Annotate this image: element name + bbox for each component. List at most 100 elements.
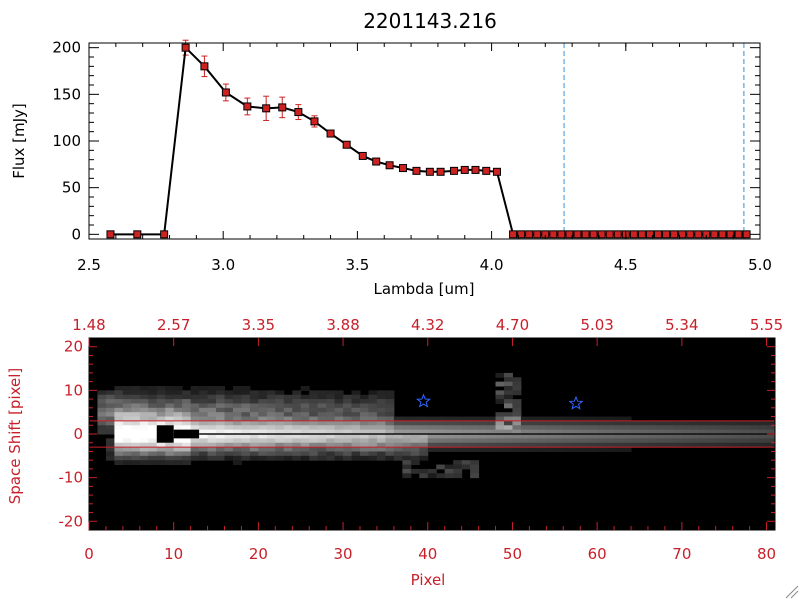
spectrum-ticks: 2.5 3.0 3.5 4.0 4.5 5.0 0 50 100 150 200 — [52, 39, 772, 274]
flux-point — [613, 230, 622, 239]
wavelength-tick-label: 4.32 — [411, 316, 444, 334]
heatmap-y-tick-label: 20 — [64, 338, 83, 356]
y-tick-label: 100 — [52, 132, 81, 150]
flux-point — [243, 102, 252, 111]
flux-point — [605, 230, 614, 239]
flux-point — [471, 165, 480, 174]
flux-point — [278, 103, 287, 112]
y-tick-label: 150 — [52, 85, 81, 103]
flux-point — [589, 230, 598, 239]
x-tick-label: 5.0 — [748, 256, 772, 274]
spectrum-plot-area — [106, 39, 751, 239]
heatmap-x-tick-label: 80 — [757, 545, 776, 563]
heatmap-x-tick-label: 50 — [503, 545, 522, 563]
star-marker-icon — [568, 395, 584, 410]
flux-point — [106, 230, 115, 239]
flux-point — [734, 230, 743, 239]
resize-grip-icon[interactable] — [785, 585, 799, 599]
wavelength-tick-label: 5.55 — [750, 316, 783, 334]
flux-point — [718, 230, 727, 239]
flux-point — [742, 230, 751, 239]
flux-point — [686, 230, 695, 239]
flux-point — [310, 117, 319, 126]
y-tick-label: 50 — [62, 179, 81, 197]
heatmap-y-tick-label: -10 — [59, 469, 84, 487]
spectrum-y-axis-label: Flux [mJy] — [10, 103, 28, 179]
y-tick-label: 200 — [52, 39, 81, 57]
flux-point — [358, 151, 367, 160]
flux-point — [492, 167, 501, 176]
heatmap-x-tick-label: 60 — [588, 545, 607, 563]
heatmap-x-tick-label: 10 — [164, 545, 183, 563]
x-tick-label: 3.5 — [345, 256, 369, 274]
flux-point — [450, 166, 459, 175]
wavelength-tick-label: 5.03 — [580, 316, 613, 334]
wavelength-tick-label: 3.35 — [242, 316, 275, 334]
flux-point — [460, 165, 469, 174]
x-tick-label: 3.0 — [211, 256, 235, 274]
y-tick-label: 0 — [71, 225, 81, 243]
wavelength-tick-label: 5.34 — [665, 316, 698, 334]
flux-point — [294, 108, 303, 117]
flux-point — [342, 140, 351, 149]
flux-point — [221, 88, 230, 97]
flux-point — [549, 230, 558, 239]
wavelength-tick-label: 4.70 — [496, 316, 529, 334]
heatmap-x-tick-label: 30 — [334, 545, 353, 563]
wavelength-tick-label: 1.48 — [72, 316, 105, 334]
heatmap-x-tick-label: 0 — [84, 545, 94, 563]
chart-title: 2201143.216 — [363, 9, 497, 33]
flux-point — [372, 157, 381, 166]
flux-point — [557, 230, 566, 239]
flux-point — [181, 43, 190, 52]
flux-point — [597, 230, 606, 239]
flux-point — [385, 161, 394, 170]
heatmap-y-tick-label: 0 — [73, 425, 83, 443]
flux-series-line — [110, 45, 747, 236]
heatmap-x-tick-label: 20 — [249, 545, 268, 563]
wavelength-tick-label: 2.57 — [157, 316, 190, 334]
heatmap-x-tick-label: 40 — [418, 545, 437, 563]
flux-point — [573, 230, 582, 239]
flux-point — [565, 230, 574, 239]
flux-point — [412, 166, 421, 175]
flux-point — [645, 230, 654, 239]
heatmap-y-axis-label: Space Shift [pixel] — [6, 368, 24, 505]
flux-point — [482, 166, 491, 175]
spectral-image-heatmap — [89, 338, 776, 530]
flux-point — [200, 62, 209, 71]
flux-point — [694, 230, 703, 239]
heatmap-x-tick-label: 70 — [672, 545, 691, 563]
x-tick-label: 4.5 — [614, 256, 638, 274]
flux-point — [678, 230, 687, 239]
heatmap-x-axis-label: Pixel — [411, 571, 446, 589]
flux-point — [517, 230, 526, 239]
flux-point — [533, 230, 542, 239]
flux-point — [710, 230, 719, 239]
flux-point — [399, 164, 408, 173]
x-tick-label: 2.5 — [77, 256, 101, 274]
flux-point — [662, 230, 671, 239]
flux-point — [436, 167, 445, 176]
flux-point — [262, 104, 271, 113]
flux-point — [629, 230, 638, 239]
flux-point — [160, 230, 169, 239]
flux-point — [726, 230, 735, 239]
flux-point — [670, 230, 679, 239]
flux-point — [326, 129, 335, 138]
saturated-pixel-block — [156, 425, 174, 443]
x-tick-label: 4.0 — [480, 256, 504, 274]
heatmap-y-tick-label: 10 — [64, 381, 83, 399]
flux-point — [425, 167, 434, 176]
star-marker-icon — [415, 393, 432, 408]
flux-point — [525, 230, 534, 239]
flux-point — [509, 230, 518, 239]
spectrum-x-axis-label: Lambda [um] — [374, 280, 475, 298]
flux-point — [654, 230, 663, 239]
flux-point — [581, 230, 590, 239]
flux-point — [133, 230, 142, 239]
flux-point — [637, 230, 646, 239]
heatmap-ticks: 0 10 20 30 40 50 60 70 80 1.48 2.57 3.35 3.88 4.32 4.7… — [59, 316, 784, 563]
spectrum-axes-frame — [88, 42, 761, 240]
